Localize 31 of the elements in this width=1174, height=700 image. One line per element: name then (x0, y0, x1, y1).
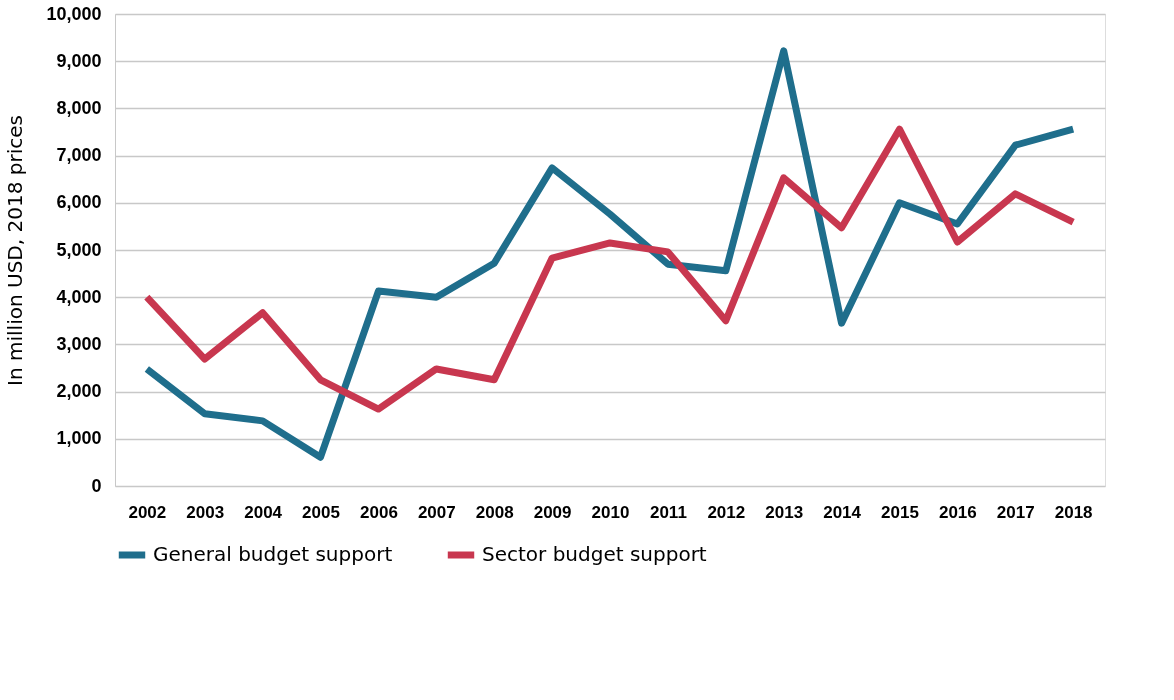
x-tick-label: 2011 (649, 502, 687, 522)
y-tick-label: 6,000 (56, 192, 102, 213)
y-tick-label: 3,000 (56, 333, 102, 354)
x-tick-label: 2012 (707, 502, 746, 522)
x-tick-label: 2016 (938, 502, 977, 522)
y-tick-label: 8,000 (56, 97, 102, 118)
x-tick-label: 2018 (1054, 502, 1093, 522)
x-tick-label: 2009 (533, 502, 572, 522)
legend-label: Sector budget support (482, 542, 707, 566)
y-tick-label: 9,000 (56, 50, 102, 71)
y-tick-label: 7,000 (56, 145, 102, 166)
x-tick-label: 2003 (186, 502, 225, 522)
x-tick-label: 2017 (996, 502, 1035, 522)
x-tick-label: 2013 (765, 502, 804, 522)
y-axis-title: In million USD, 2018 prices (3, 115, 28, 386)
y-tick-label: 5,000 (56, 239, 102, 260)
x-tick-label: 2007 (417, 502, 456, 522)
x-tick-label: 2008 (475, 502, 514, 522)
x-tick-label: 2010 (591, 502, 630, 522)
x-tick-label: 2002 (128, 502, 167, 522)
y-tick-label: 1,000 (56, 428, 102, 449)
x-tick-label: 2004 (244, 502, 283, 522)
x-tick-label: 2006 (360, 502, 398, 522)
y-tick-label: 2,000 (56, 381, 102, 402)
legend-label: General budget support (153, 542, 393, 566)
y-tick-label: 10,000 (46, 3, 102, 24)
x-tick-label: 2014 (823, 502, 862, 522)
x-tick-label: 2015 (881, 502, 919, 522)
x-tick-label: 2005 (302, 502, 340, 522)
y-tick-label: 4,000 (56, 286, 102, 307)
y-tick-label: 0 (91, 475, 102, 496)
